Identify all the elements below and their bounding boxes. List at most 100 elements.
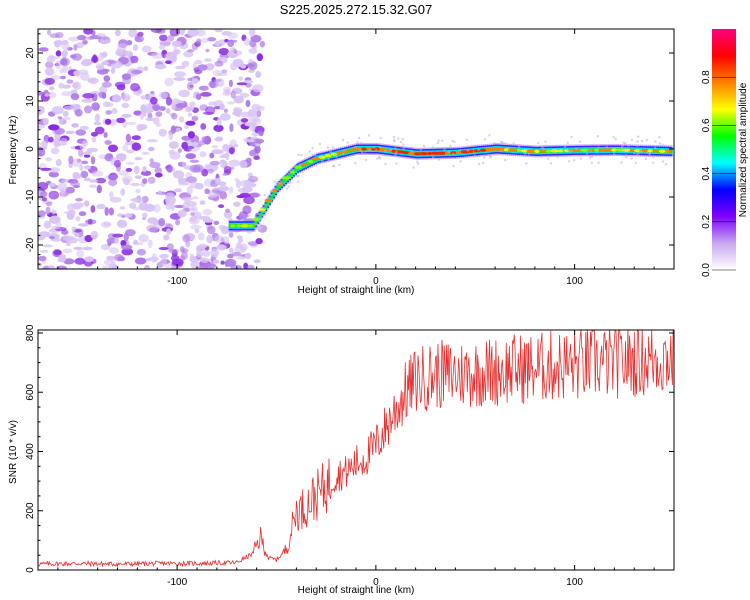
noise-blob	[219, 113, 231, 121]
noise-blob	[46, 55, 56, 64]
speckle	[549, 162, 553, 165]
noise-blob	[207, 168, 214, 174]
noise-blob	[95, 177, 107, 184]
colorbar-tick-label: 0.0	[701, 263, 712, 277]
speckle	[416, 160, 419, 163]
noise-blob	[84, 105, 92, 114]
speckle	[273, 180, 276, 184]
ridge-peak	[436, 151, 447, 155]
noise-blob	[120, 188, 126, 196]
noise-blob	[73, 44, 78, 51]
speckle	[590, 161, 593, 164]
ridge-peak	[324, 154, 332, 158]
noise-blob	[160, 257, 168, 267]
noise-blob	[70, 103, 81, 110]
noise-blob	[49, 235, 55, 240]
noise-blob	[89, 184, 97, 188]
noise-blob	[148, 146, 155, 152]
noise-blob	[198, 85, 209, 91]
noise-blob	[38, 91, 44, 96]
noise-blob	[235, 50, 243, 56]
noise-blob	[55, 50, 62, 57]
colorbar: 0.0 0.2 0.4 0.6 0.8 Normalized spectral ampl…	[701, 29, 749, 277]
ridge-cell	[336, 152, 339, 156]
speckle	[664, 163, 668, 166]
noise-blob	[74, 232, 80, 237]
noise-blob	[255, 238, 263, 245]
noise-blob	[48, 136, 54, 143]
speckle	[436, 141, 440, 145]
speckle	[449, 144, 452, 148]
noise-blob	[141, 212, 148, 218]
noise-blob	[159, 34, 168, 41]
speckle	[354, 162, 357, 165]
speckle	[561, 148, 564, 151]
speckle	[432, 156, 435, 159]
ridge-cell	[365, 147, 369, 151]
colorbar-tick-label: 0.4	[701, 166, 712, 180]
noise-blob	[134, 175, 142, 180]
ridge-cell	[234, 224, 238, 228]
noise-blob	[257, 130, 264, 137]
noise-blob	[200, 123, 207, 130]
speckle	[652, 161, 655, 164]
noise-blob	[121, 175, 133, 183]
noise-blob	[223, 236, 230, 245]
ridge-peak	[336, 151, 344, 155]
noise-blob	[88, 77, 99, 84]
speckle	[410, 146, 413, 149]
x-tick-label: 0	[373, 577, 379, 588]
speckle	[523, 152, 527, 155]
noise-blob	[247, 175, 259, 183]
noise-blob	[81, 98, 94, 103]
noise-blob	[83, 154, 91, 158]
noise-blob	[235, 179, 241, 189]
noise-blob	[236, 242, 242, 249]
x-tick-label: 100	[566, 577, 583, 588]
noise-blob	[146, 139, 158, 143]
noise-blob	[236, 235, 243, 240]
noise-blob	[76, 34, 87, 41]
speckle	[477, 148, 480, 152]
noise-blob	[125, 121, 137, 126]
speckle	[635, 153, 639, 157]
noise-blob	[131, 197, 144, 204]
colorbar-tick-label: 0.2	[701, 214, 712, 228]
speckle	[633, 152, 636, 155]
noise-blob	[121, 93, 131, 102]
ridge-cell	[252, 224, 256, 228]
noise-blob	[216, 117, 222, 126]
noise-blob	[219, 103, 225, 111]
noise-blob	[204, 58, 212, 62]
noise-blob	[197, 64, 208, 71]
speckle	[502, 141, 505, 145]
ridge-peak	[534, 149, 540, 153]
noise-blob	[46, 29, 52, 35]
noise-blob	[109, 191, 114, 199]
noise-blob	[114, 254, 124, 262]
speckle	[658, 136, 661, 139]
speckle	[300, 154, 303, 157]
speckle	[327, 158, 330, 161]
noise-blob	[74, 109, 83, 117]
speckle	[597, 146, 600, 149]
noise-blob	[44, 77, 55, 85]
noise-blob	[48, 190, 60, 200]
ridge-cell	[282, 179, 286, 184]
noise-blob	[173, 188, 183, 193]
noise-blob	[112, 94, 121, 103]
noise-blob	[150, 96, 158, 105]
noise-blob	[74, 257, 86, 265]
noise-blob	[209, 160, 220, 166]
noise-blob	[83, 200, 90, 207]
noise-blob	[214, 178, 220, 185]
speckle	[313, 154, 317, 157]
noise-blob	[108, 178, 118, 187]
noise-blob	[138, 234, 150, 243]
speckle	[277, 182, 280, 185]
noise-blob	[103, 132, 108, 138]
ridge-peak	[413, 152, 422, 156]
noise-blob	[50, 225, 61, 230]
ridge-cell	[294, 168, 297, 172]
noise-blob	[219, 190, 227, 200]
